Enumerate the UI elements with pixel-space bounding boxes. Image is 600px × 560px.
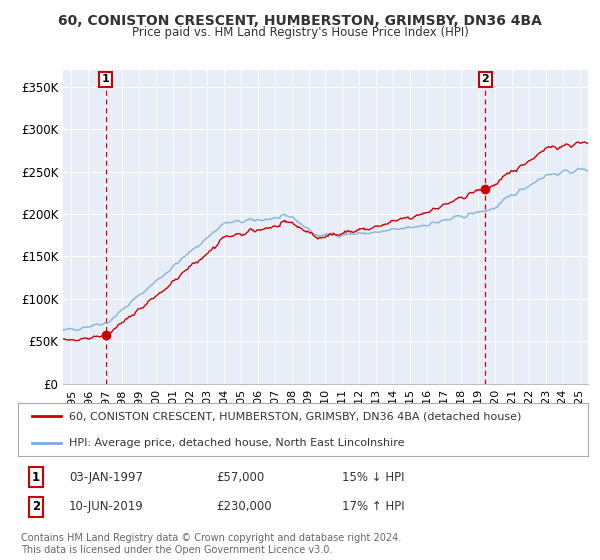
Text: 60, CONISTON CRESCENT, HUMBERSTON, GRIMSBY, DN36 4BA: 60, CONISTON CRESCENT, HUMBERSTON, GRIMS… [58,14,542,28]
Text: 1: 1 [101,74,109,85]
Text: £230,000: £230,000 [216,500,272,514]
Text: 03-JAN-1997: 03-JAN-1997 [69,470,143,484]
Text: 10-JUN-2019: 10-JUN-2019 [69,500,144,514]
Text: 1: 1 [32,470,40,484]
Text: 2: 2 [481,74,489,85]
Text: 60, CONISTON CRESCENT, HUMBERSTON, GRIMSBY, DN36 4BA (detached house): 60, CONISTON CRESCENT, HUMBERSTON, GRIMS… [70,412,521,422]
Text: 2: 2 [32,500,40,514]
Text: 15% ↓ HPI: 15% ↓ HPI [342,470,404,484]
Text: 17% ↑ HPI: 17% ↑ HPI [342,500,404,514]
Text: HPI: Average price, detached house, North East Lincolnshire: HPI: Average price, detached house, Nort… [70,438,405,448]
Text: £57,000: £57,000 [216,470,264,484]
Text: Contains HM Land Registry data © Crown copyright and database right 2024.
This d: Contains HM Land Registry data © Crown c… [21,533,401,555]
Text: Price paid vs. HM Land Registry's House Price Index (HPI): Price paid vs. HM Land Registry's House … [131,26,469,39]
